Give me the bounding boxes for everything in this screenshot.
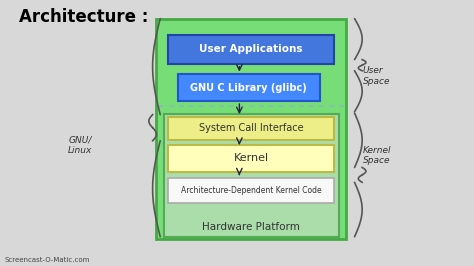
FancyBboxPatch shape [168, 145, 334, 172]
Text: System Call Interface: System Call Interface [199, 123, 303, 133]
Text: GNU/
Linux: GNU/ Linux [68, 135, 92, 155]
Text: Screencast-O-Matic.com: Screencast-O-Matic.com [5, 257, 90, 263]
FancyBboxPatch shape [168, 178, 334, 203]
FancyBboxPatch shape [156, 19, 346, 239]
Text: Kernel: Kernel [234, 153, 269, 163]
FancyBboxPatch shape [168, 117, 334, 140]
Text: User
Space: User Space [363, 66, 390, 85]
Text: Architecture :: Architecture : [19, 8, 148, 26]
FancyBboxPatch shape [168, 35, 334, 64]
FancyBboxPatch shape [164, 114, 339, 237]
Text: Hardware Platform: Hardware Platform [202, 222, 300, 232]
Text: User Applications: User Applications [200, 44, 303, 54]
Text: GNU C Library (glibc): GNU C Library (glibc) [191, 83, 307, 93]
Text: Kernel
Space: Kernel Space [363, 146, 391, 165]
Text: Architecture-Dependent Kernel Code: Architecture-Dependent Kernel Code [181, 186, 321, 195]
FancyBboxPatch shape [178, 74, 320, 101]
